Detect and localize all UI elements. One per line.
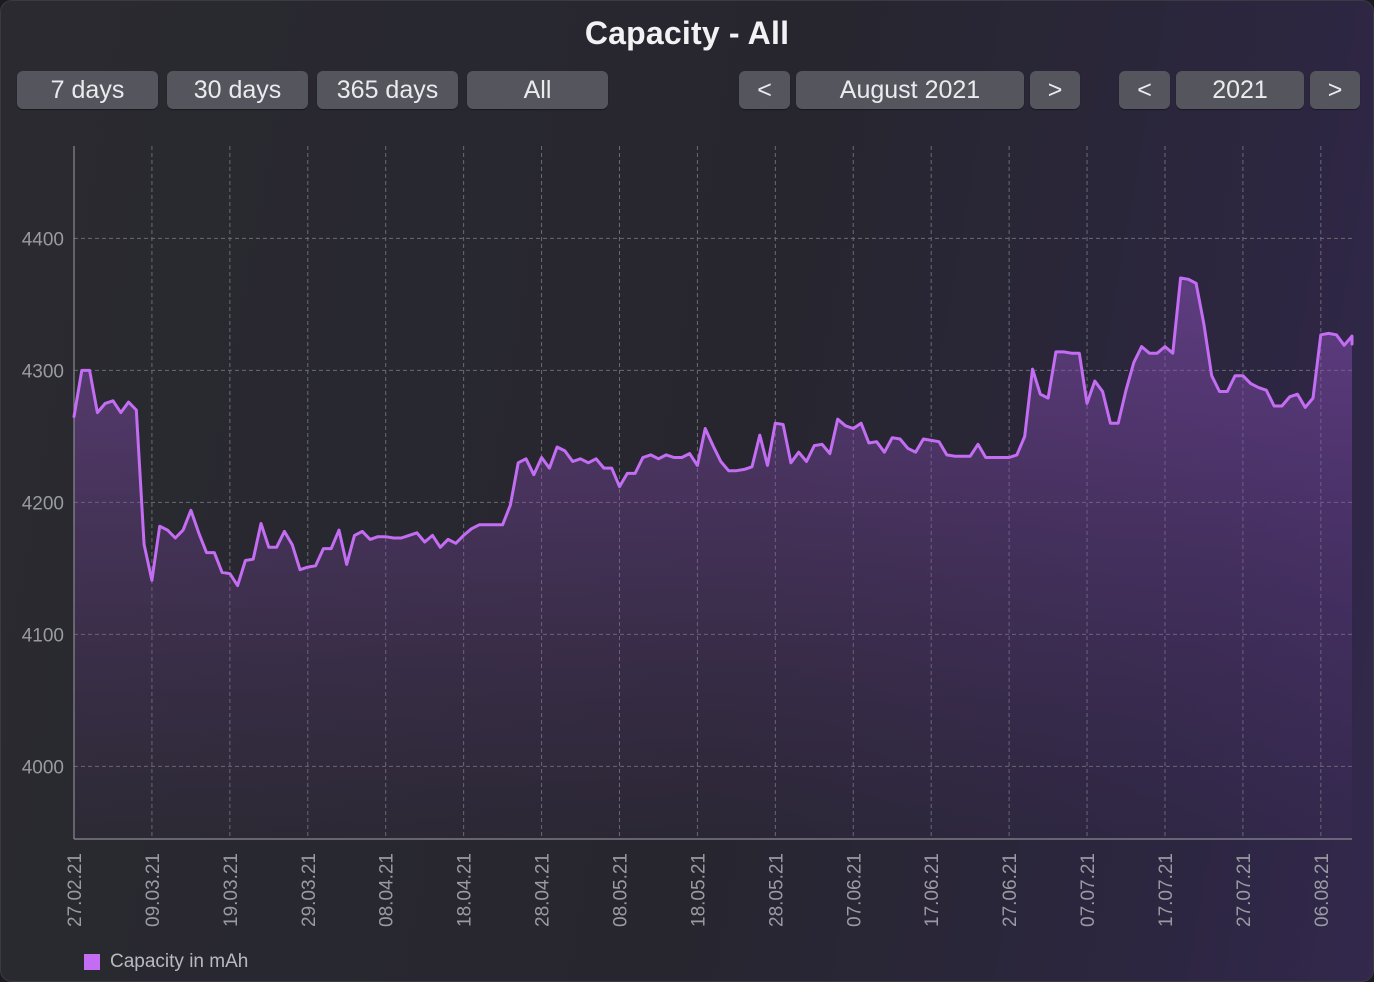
y-tick-label: 4400 <box>22 229 64 250</box>
x-tick-labels: 27.02.21 09.03.21 19.03.21 29.03.21 08.04.21… <box>65 853 1333 927</box>
year-label: 2021 <box>1176 71 1304 109</box>
x-tick-label: 07.06.21 <box>844 853 865 927</box>
x-tick-label: 27.07.21 <box>1234 853 1255 927</box>
x-tick-label: 17.07.21 <box>1156 853 1177 927</box>
month-label: August 2021 <box>796 71 1024 109</box>
x-tick-label: 09.03.21 <box>143 853 164 927</box>
y-tick-label: 4300 <box>22 361 64 382</box>
x-tick-label: 18.05.21 <box>688 853 709 927</box>
legend: Capacity in mAh <box>84 951 248 973</box>
x-tick-label: 08.04.21 <box>377 853 398 927</box>
area-fill <box>74 278 1352 839</box>
x-tick-label: 19.03.21 <box>221 853 242 927</box>
x-tick-label: 17.06.21 <box>922 853 943 927</box>
series-area <box>74 278 1352 839</box>
y-tick-label: 4100 <box>22 625 64 646</box>
legend-swatch <box>84 954 100 970</box>
window-title: Capacity - All <box>584 15 790 51</box>
x-tick-label: 06.08.21 <box>1312 853 1333 927</box>
x-tick-label: 28.04.21 <box>533 853 554 927</box>
y-tick-label: 4000 <box>22 757 64 778</box>
legend-label: Capacity in mAh <box>110 951 249 972</box>
y-tick-labels: 4000 4100 4200 4300 4400 <box>22 229 64 778</box>
series-line-path <box>72 276 1354 588</box>
x-tick-label: 27.06.21 <box>1000 853 1021 927</box>
x-tick-label: 27.02.21 <box>65 853 86 927</box>
month-next-button[interactable]: > <box>1030 71 1080 109</box>
series-line <box>72 276 1354 588</box>
range-365-days-button[interactable]: 365 days <box>317 71 458 109</box>
x-tick-label: 29.03.21 <box>299 853 320 927</box>
year-prev-button[interactable]: < <box>1119 71 1170 109</box>
x-tick-label: 28.05.21 <box>766 853 787 927</box>
year-next-button[interactable]: > <box>1310 71 1360 109</box>
x-tick-label: 07.07.21 <box>1078 853 1099 927</box>
range-30-days-button[interactable]: 30 days <box>167 71 308 109</box>
x-tick-label: 18.04.21 <box>455 853 476 927</box>
range-all-button[interactable]: All <box>467 71 608 109</box>
axes <box>73 146 1352 840</box>
range-7-days-button[interactable]: 7 days <box>17 71 158 109</box>
month-prev-button[interactable]: < <box>739 71 790 109</box>
x-tick-label: 08.05.21 <box>610 853 631 927</box>
y-tick-label: 4200 <box>22 493 64 514</box>
